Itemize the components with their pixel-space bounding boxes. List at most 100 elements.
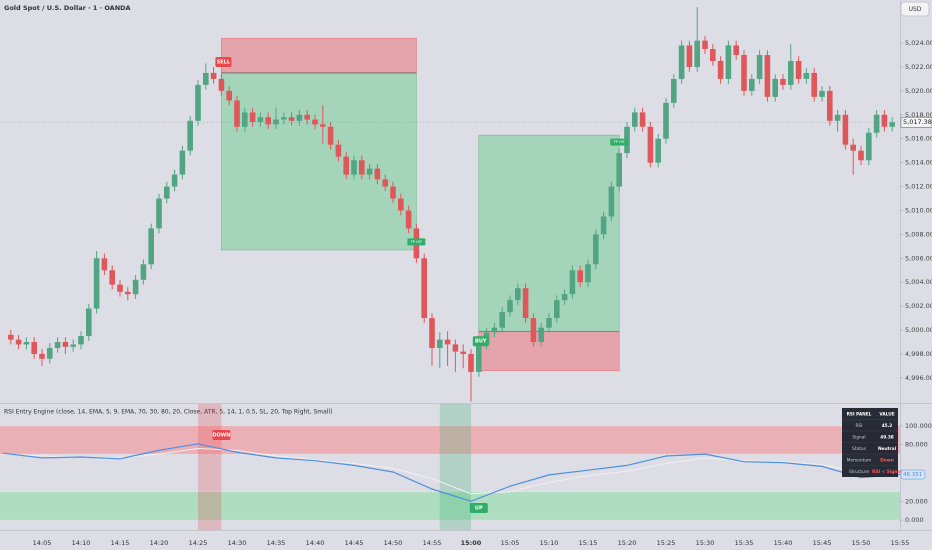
x-tick-label: 14:15	[111, 539, 130, 547]
candle-body	[265, 117, 271, 125]
candle-body	[889, 122, 895, 127]
x-tick-label: 15:20	[618, 539, 637, 547]
candle-body	[717, 60, 724, 79]
candle-body	[756, 55, 763, 79]
panel-cell: Neutral	[878, 446, 897, 452]
candle-body	[873, 114, 880, 133]
candle-body	[850, 144, 856, 151]
x-tick-label: 15:35	[735, 539, 754, 547]
x-tick-label: 14:10	[72, 539, 91, 547]
candle-body	[694, 40, 700, 67]
candle-body	[655, 138, 661, 163]
candle-body	[686, 45, 693, 67]
candle-body	[429, 318, 435, 348]
candle-body	[101, 258, 108, 271]
candle-body	[460, 351, 466, 354]
rsi-line	[2, 447, 901, 495]
x-tick-label: 15:30	[696, 539, 715, 547]
candle-body	[47, 347, 53, 359]
candle-body	[366, 168, 373, 175]
candle-body	[156, 198, 162, 229]
candle-body	[881, 114, 888, 127]
candle-body	[171, 174, 178, 187]
candle-body	[281, 117, 287, 120]
candle-body	[320, 124, 326, 127]
candle-body	[499, 312, 505, 328]
stop-zone	[478, 330, 620, 372]
x-tick-label: 15:50	[852, 539, 871, 547]
last-price-label: 5,017.380	[903, 118, 932, 126]
x-tick-label: 14:20	[150, 539, 169, 547]
candle-body	[78, 336, 84, 345]
x-tick-label: 14:50	[384, 539, 403, 547]
candle-body	[359, 160, 365, 175]
signal-band	[439, 404, 471, 530]
currency-label[interactable]: USD	[909, 6, 922, 13]
candle-body	[242, 112, 248, 127]
candle-body	[70, 344, 76, 347]
candle-body	[257, 117, 264, 122]
candle-body	[437, 339, 443, 348]
candle-body	[678, 45, 685, 79]
candle-body	[351, 160, 357, 175]
candle-body	[62, 342, 69, 347]
x-tick-label: 15:05	[501, 539, 520, 547]
signal-label: UP	[475, 506, 483, 512]
y-tick-label: 100.000	[905, 422, 932, 430]
candle-body	[772, 78, 778, 97]
panel-cell: Signal	[852, 434, 865, 440]
y-tick-label: 5,008.000	[905, 230, 932, 238]
x-tick-label: 14:55	[423, 539, 442, 547]
candle-body	[179, 150, 186, 175]
candle-body	[125, 291, 131, 295]
candle-body	[234, 100, 240, 127]
y-tick-label: 5,016.000	[905, 135, 932, 143]
x-tick-label: 15:40	[774, 539, 793, 547]
target-zone	[221, 72, 417, 251]
candle-body	[585, 264, 591, 283]
candle-body	[546, 318, 552, 328]
candle-body	[210, 72, 217, 79]
candle-body	[15, 339, 22, 345]
candle-body	[671, 78, 677, 103]
trade-badge	[215, 56, 232, 67]
candle-body	[842, 114, 849, 145]
candle-body	[312, 119, 318, 125]
candle-body	[335, 144, 342, 157]
y-tick-label: 5,002.000	[905, 302, 932, 310]
panel-cell: VALUE	[879, 411, 894, 417]
candle-body	[164, 186, 170, 199]
candle-body	[749, 78, 755, 91]
candle-body	[109, 270, 115, 285]
candle-body	[554, 300, 560, 319]
candle-body	[741, 55, 747, 91]
trade-label: BUY	[475, 339, 487, 345]
panel-cell: Momentum	[847, 457, 871, 463]
currency-button[interactable]	[900, 1, 930, 17]
target-zone	[478, 134, 620, 332]
candle-body	[195, 84, 201, 121]
x-tick-label: 15:15	[579, 539, 598, 547]
candle-body	[507, 300, 513, 313]
candle-body	[811, 72, 817, 97]
candle-body	[795, 60, 802, 79]
signal-band	[198, 404, 222, 530]
y-tick-label: 4,998.000	[905, 350, 932, 358]
last-price-badge	[900, 116, 932, 128]
candle-body	[491, 327, 498, 333]
y-tick-label: 5,010.000	[905, 206, 932, 214]
indicator-title: RSI Entry Engine (close, 14, EMA, 5, 9, …	[4, 409, 332, 416]
candle-body	[561, 294, 568, 301]
candle-body	[132, 279, 139, 295]
panel-cell: Down	[880, 457, 894, 463]
candle-body	[866, 132, 872, 161]
candle-body	[702, 40, 708, 50]
candle-body	[468, 353, 474, 372]
candle-body	[23, 342, 30, 345]
x-tick-label: 14:40	[306, 539, 325, 547]
y-tick-label: 5,006.000	[905, 254, 932, 262]
y-tick-label: 5,014.000	[905, 159, 932, 167]
candle-body	[577, 270, 583, 283]
x-tick-label: 14:05	[33, 539, 52, 547]
